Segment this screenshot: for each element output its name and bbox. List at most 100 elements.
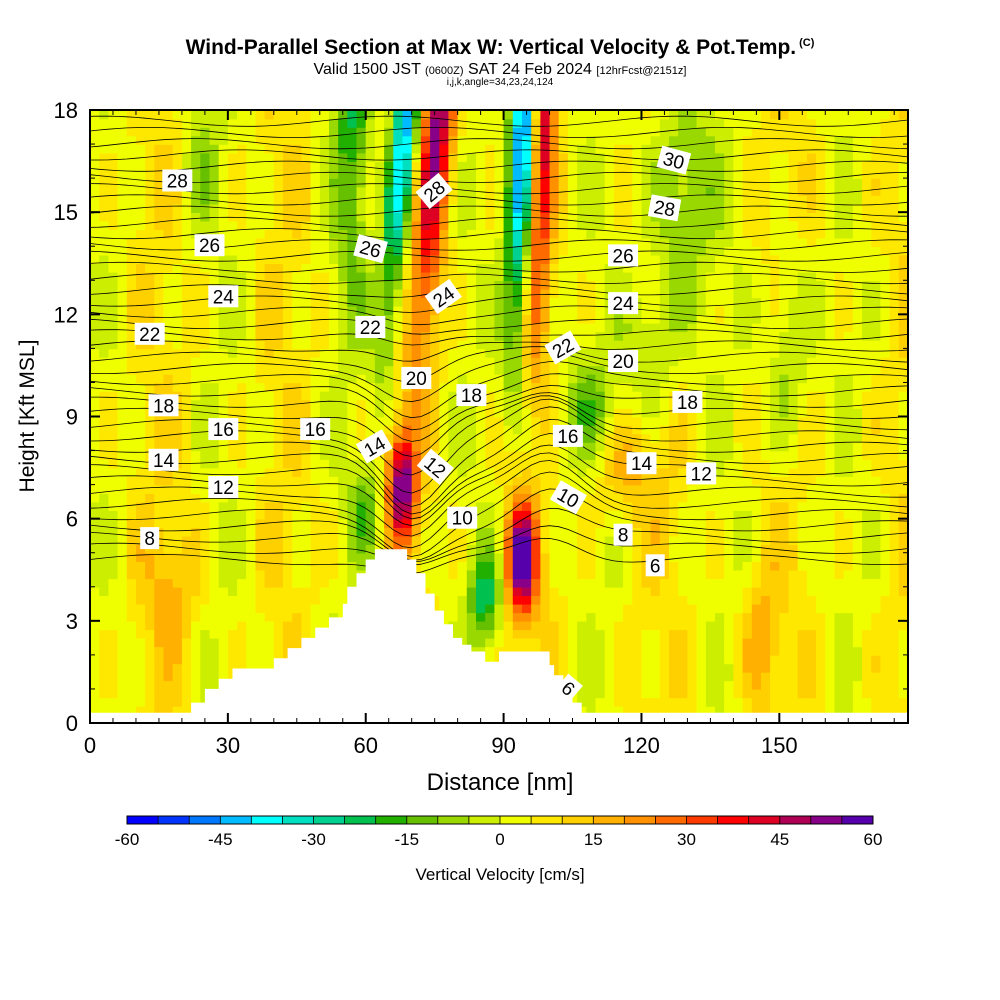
field-cell xyxy=(108,620,119,631)
field-cell xyxy=(439,416,450,426)
field-cell xyxy=(172,314,183,324)
field-cell xyxy=(567,144,578,154)
field-cell xyxy=(567,535,578,545)
field-cell xyxy=(613,416,624,426)
field-cell xyxy=(136,373,146,384)
field-cell xyxy=(476,629,486,639)
field-cell xyxy=(439,544,450,554)
field-cell xyxy=(650,629,661,639)
field-cell xyxy=(99,425,110,435)
field-cell xyxy=(586,603,597,614)
field-cell xyxy=(494,203,505,213)
field-cell xyxy=(485,518,496,528)
field-cell xyxy=(292,339,303,350)
field-cell xyxy=(540,314,551,324)
field-cell xyxy=(466,135,477,145)
field-cell xyxy=(218,544,229,554)
field-cell xyxy=(292,237,303,247)
field-cell xyxy=(374,356,385,367)
field-cell xyxy=(595,612,606,622)
field-cell xyxy=(301,305,312,316)
field-cell xyxy=(485,586,496,597)
field-cell xyxy=(209,356,220,367)
field-cell xyxy=(154,706,165,716)
field-cell xyxy=(283,527,293,537)
field-cell xyxy=(632,688,643,699)
field-cell xyxy=(623,229,634,239)
field-cell xyxy=(595,271,606,282)
field-cell xyxy=(181,152,192,162)
field-cell xyxy=(623,161,634,171)
field-cell xyxy=(595,195,606,205)
field-cell xyxy=(273,195,284,205)
field-cell xyxy=(117,680,128,690)
field-cell xyxy=(715,220,725,230)
field-cell xyxy=(338,552,349,562)
field-cell xyxy=(319,348,330,358)
field-cell xyxy=(218,552,229,562)
field-cell xyxy=(402,467,413,477)
field-cell xyxy=(604,169,615,179)
field-cell xyxy=(99,484,110,494)
field-cell xyxy=(126,169,137,179)
field-cell xyxy=(715,620,725,631)
field-cell xyxy=(108,688,119,699)
field-cell xyxy=(90,578,100,588)
field-cell xyxy=(145,595,156,605)
field-cell xyxy=(512,552,523,562)
field-cell xyxy=(540,322,551,333)
field-cell xyxy=(374,212,385,222)
field-cell xyxy=(531,620,542,631)
field-cell xyxy=(485,416,496,426)
field-cell xyxy=(227,578,238,588)
field-cell xyxy=(384,280,395,290)
field-cell xyxy=(512,237,523,247)
field-cell xyxy=(163,680,174,690)
field-cell xyxy=(191,612,202,622)
field-cell xyxy=(678,544,689,554)
field-cell xyxy=(476,127,486,137)
field-cell xyxy=(117,305,128,316)
field-cell xyxy=(393,254,404,264)
field-cell xyxy=(595,535,606,545)
field-cell xyxy=(181,561,192,571)
field-cell xyxy=(613,663,624,673)
field-cell xyxy=(650,254,661,264)
field-cell xyxy=(439,348,450,358)
field-cell xyxy=(485,331,496,341)
field-cell xyxy=(632,425,643,435)
field-cell xyxy=(181,518,192,528)
field-cell xyxy=(549,271,560,282)
field-cell xyxy=(522,365,532,375)
field-cell xyxy=(678,433,689,443)
field-cell xyxy=(549,297,560,307)
field-cell xyxy=(227,663,238,673)
field-cell xyxy=(136,501,146,511)
field-cell xyxy=(136,110,146,120)
field-cell xyxy=(117,671,128,682)
field-cell xyxy=(181,408,192,418)
field-cell xyxy=(687,297,698,307)
field-cell xyxy=(522,510,532,520)
field-cell xyxy=(384,203,395,213)
field-cell xyxy=(641,203,652,213)
field-cell xyxy=(108,612,119,622)
field-cell xyxy=(255,118,266,128)
field-cell xyxy=(246,254,257,264)
field-cell xyxy=(90,203,100,213)
field-cell xyxy=(163,561,174,571)
field-cell xyxy=(227,561,238,571)
field-cell xyxy=(181,356,192,367)
field-cell xyxy=(595,706,606,716)
field-cell xyxy=(209,348,220,358)
field-cell xyxy=(476,586,486,597)
field-cell xyxy=(448,603,459,614)
field-cell xyxy=(117,271,128,282)
field-cell xyxy=(494,161,505,171)
field-cell xyxy=(356,365,367,375)
field-cell xyxy=(522,646,532,656)
field-cell xyxy=(457,118,468,128)
field-cell xyxy=(623,152,634,162)
field-cell xyxy=(659,425,670,435)
field-cell xyxy=(669,331,679,341)
